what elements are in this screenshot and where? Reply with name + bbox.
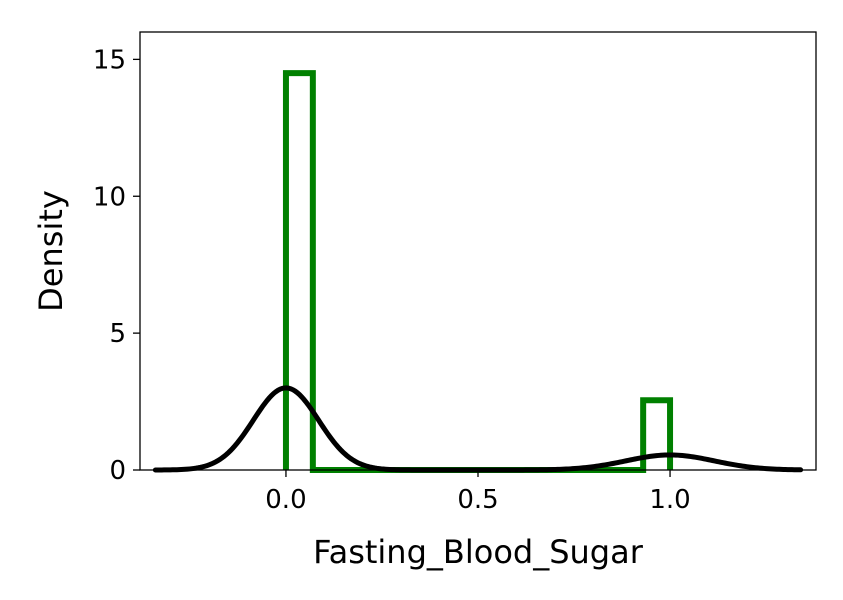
y-tick-label: 0: [109, 456, 126, 486]
y-axis-label: Density: [32, 190, 70, 312]
x-tick-label: 0.5: [457, 485, 498, 515]
kde-curve: [152, 385, 804, 473]
y-tick-label: 15: [93, 45, 126, 75]
plot-marks: [152, 70, 804, 473]
y-tick-label: 5: [109, 319, 126, 349]
plot-frame: [139, 31, 817, 471]
ticks: 0.0 0.5 1.0 0 5 10 15: [93, 45, 691, 515]
x-tick-label: 0.0: [265, 485, 306, 515]
y-tick-label: 10: [93, 182, 126, 212]
x-axis-label: Fasting_Blood_Sugar: [313, 533, 644, 571]
x-tick-label: 1.0: [649, 485, 690, 515]
histogram-outline: [282, 70, 674, 473]
